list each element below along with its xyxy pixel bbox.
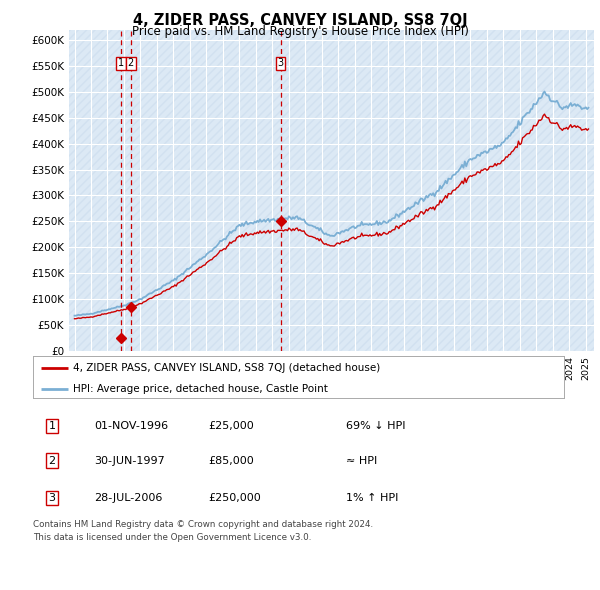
Text: 4, ZIDER PASS, CANVEY ISLAND, SS8 7QJ: 4, ZIDER PASS, CANVEY ISLAND, SS8 7QJ	[133, 13, 467, 28]
Text: £25,000: £25,000	[208, 421, 254, 431]
Text: Price paid vs. HM Land Registry's House Price Index (HPI): Price paid vs. HM Land Registry's House …	[131, 25, 469, 38]
Text: 3: 3	[49, 493, 56, 503]
Text: 28-JUL-2006: 28-JUL-2006	[94, 493, 163, 503]
Text: 3: 3	[278, 58, 284, 68]
Text: 01-NOV-1996: 01-NOV-1996	[94, 421, 168, 431]
Text: 1: 1	[49, 421, 56, 431]
Text: 4, ZIDER PASS, CANVEY ISLAND, SS8 7QJ (detached house): 4, ZIDER PASS, CANVEY ISLAND, SS8 7QJ (d…	[73, 363, 380, 373]
Text: 2: 2	[49, 456, 56, 466]
Text: Contains HM Land Registry data © Crown copyright and database right 2024.
This d: Contains HM Land Registry data © Crown c…	[33, 520, 373, 542]
Text: HPI: Average price, detached house, Castle Point: HPI: Average price, detached house, Cast…	[73, 384, 328, 394]
Text: £85,000: £85,000	[208, 456, 254, 466]
Text: £250,000: £250,000	[208, 493, 261, 503]
Text: 2: 2	[128, 58, 134, 68]
Text: 1: 1	[118, 58, 124, 68]
Text: 69% ↓ HPI: 69% ↓ HPI	[346, 421, 406, 431]
Text: 1% ↑ HPI: 1% ↑ HPI	[346, 493, 398, 503]
Text: 30-JUN-1997: 30-JUN-1997	[94, 456, 165, 466]
Text: ≈ HPI: ≈ HPI	[346, 456, 377, 466]
